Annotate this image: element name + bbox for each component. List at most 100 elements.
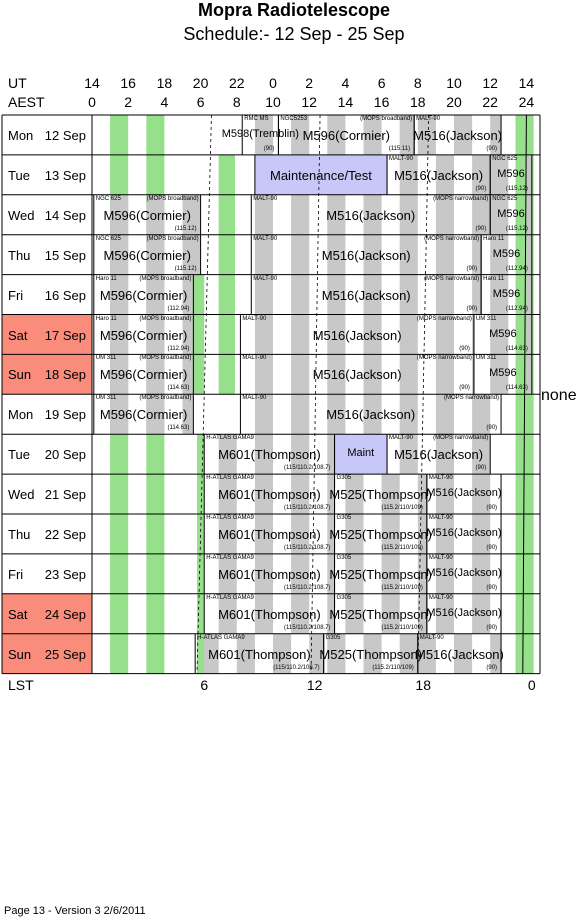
project-label: M516(Jackson) xyxy=(426,566,502,579)
frequency-note: (115/110.2/108.7) xyxy=(284,584,331,591)
grey-stripe xyxy=(291,354,310,395)
day-date: 24 Sep xyxy=(44,606,86,622)
grey-stripe xyxy=(399,314,418,355)
green-stripe xyxy=(515,514,534,554)
grey-stripe xyxy=(327,633,346,674)
frequency-note: (90) xyxy=(466,305,478,312)
day-name: Tue xyxy=(8,447,30,463)
grey-stripe xyxy=(291,394,310,435)
project-label: M601(Thompson) xyxy=(208,646,311,662)
mode-label: (MOPS narrowband) xyxy=(433,435,489,442)
frequency-note: (115.2/110/109) xyxy=(381,545,423,551)
source-name: MALT-90 xyxy=(428,594,453,601)
day-date: 19 Sep xyxy=(44,407,86,423)
grey-stripe xyxy=(381,474,400,514)
grey-stripe xyxy=(363,115,382,155)
day-date: 21 Sep xyxy=(44,487,86,503)
grey-stripe xyxy=(417,553,427,594)
grey-stripe xyxy=(182,274,194,315)
lst-tick: 12 xyxy=(306,677,323,693)
green-stripe xyxy=(146,154,165,195)
project-label: M596(Cormier) xyxy=(99,407,188,423)
grey-stripe xyxy=(291,593,310,634)
mode-label: (MOPS broadband) xyxy=(139,395,192,402)
lst-dashed-line xyxy=(522,114,527,674)
day-date: 15 Sep xyxy=(44,247,86,263)
frequency-note: (90) xyxy=(486,425,498,432)
day-name: Tue xyxy=(8,167,30,183)
day-date: 12 Sep xyxy=(44,128,86,143)
grey-stripe xyxy=(472,474,491,514)
grey-stripe xyxy=(146,354,165,395)
green-stripe xyxy=(110,154,129,195)
grey-stripe xyxy=(526,194,532,235)
green-stripe xyxy=(515,553,534,594)
lst-label: LST xyxy=(8,677,34,693)
grey-stripe xyxy=(218,553,237,594)
project-label: M516(Jackson) xyxy=(426,606,502,619)
grey-stripe xyxy=(526,354,532,395)
green-stripe xyxy=(196,514,205,554)
weekend-day-cell xyxy=(2,354,92,395)
grey-stripe xyxy=(472,593,491,634)
frequency-note: (115.2/110/109) xyxy=(381,505,423,512)
green-stripe xyxy=(110,553,129,594)
source-name: UM 311 xyxy=(475,315,497,322)
grey-stripe xyxy=(254,354,273,395)
ut-tick: 16 xyxy=(120,75,136,91)
grey-stripe xyxy=(490,115,502,155)
project-label: M601(Thompson) xyxy=(218,527,321,542)
green-stripe xyxy=(218,274,235,315)
grey-stripe xyxy=(490,234,509,275)
maintenance-block xyxy=(254,154,388,195)
grey-stripe xyxy=(472,274,482,315)
aest-tick: 16 xyxy=(373,94,390,110)
grey-stripe xyxy=(254,514,273,554)
source-name: G305 xyxy=(336,554,352,561)
green-stripe xyxy=(196,593,205,634)
source-name: NGC5253 xyxy=(280,116,308,122)
project-label: M601(Thompson) xyxy=(218,487,321,503)
project-label: M596(Cormier) xyxy=(99,367,188,383)
grey-stripe xyxy=(399,274,418,315)
source-name: H-ATLAS GAMA9 xyxy=(197,634,245,641)
grey-stripe xyxy=(273,633,292,674)
source-name: H-ATLAS GAMA9 xyxy=(206,554,254,561)
page-subtitle: Schedule:- 12 Sep - 25 Sep xyxy=(183,24,405,44)
source-name: MALT-90 xyxy=(242,315,267,322)
mode-label: (MOPS broadband) xyxy=(146,195,199,202)
green-stripe xyxy=(196,553,205,594)
mode-label: (MOPS broadband) xyxy=(139,315,192,322)
aest-tick: 20 xyxy=(446,94,462,110)
aest-tick: 6 xyxy=(196,94,205,110)
ut-tick: 4 xyxy=(341,75,350,91)
project-label: M516(Jackson) xyxy=(394,167,484,183)
grey-stripe xyxy=(435,234,454,275)
green-stripe xyxy=(515,633,534,674)
grey-stripe xyxy=(399,394,418,435)
frequency-note: (115.2/110/109) xyxy=(381,624,423,631)
day-date: 23 Sep xyxy=(44,566,86,582)
grey-stripe xyxy=(363,354,382,395)
green-stripe xyxy=(110,514,129,554)
grey-stripe xyxy=(472,234,482,275)
weekend-day-cell xyxy=(2,314,92,355)
grey-stripe xyxy=(254,553,273,594)
source-name: H-ATLAS GAMA9 xyxy=(206,594,254,601)
grey-stripe xyxy=(218,474,237,514)
grey-stripe xyxy=(417,593,427,634)
frequency-note: (90) xyxy=(486,624,498,631)
project-label: M516(Jackson) xyxy=(312,367,402,383)
day-date: 20 Sep xyxy=(44,447,86,463)
grey-stripe xyxy=(236,633,255,674)
grey-stripe xyxy=(218,514,237,554)
grey-stripe xyxy=(254,314,273,355)
grey-stripe xyxy=(291,194,310,235)
mode-label: (MOPS narrowband) xyxy=(433,195,489,202)
mode-label: (MOPS narrowband) xyxy=(416,355,472,362)
source-name: MALT-90 xyxy=(416,116,441,122)
grey-stripe xyxy=(472,154,491,195)
weekend-day-cell xyxy=(2,593,92,634)
frequency-note: (90) xyxy=(486,584,498,591)
